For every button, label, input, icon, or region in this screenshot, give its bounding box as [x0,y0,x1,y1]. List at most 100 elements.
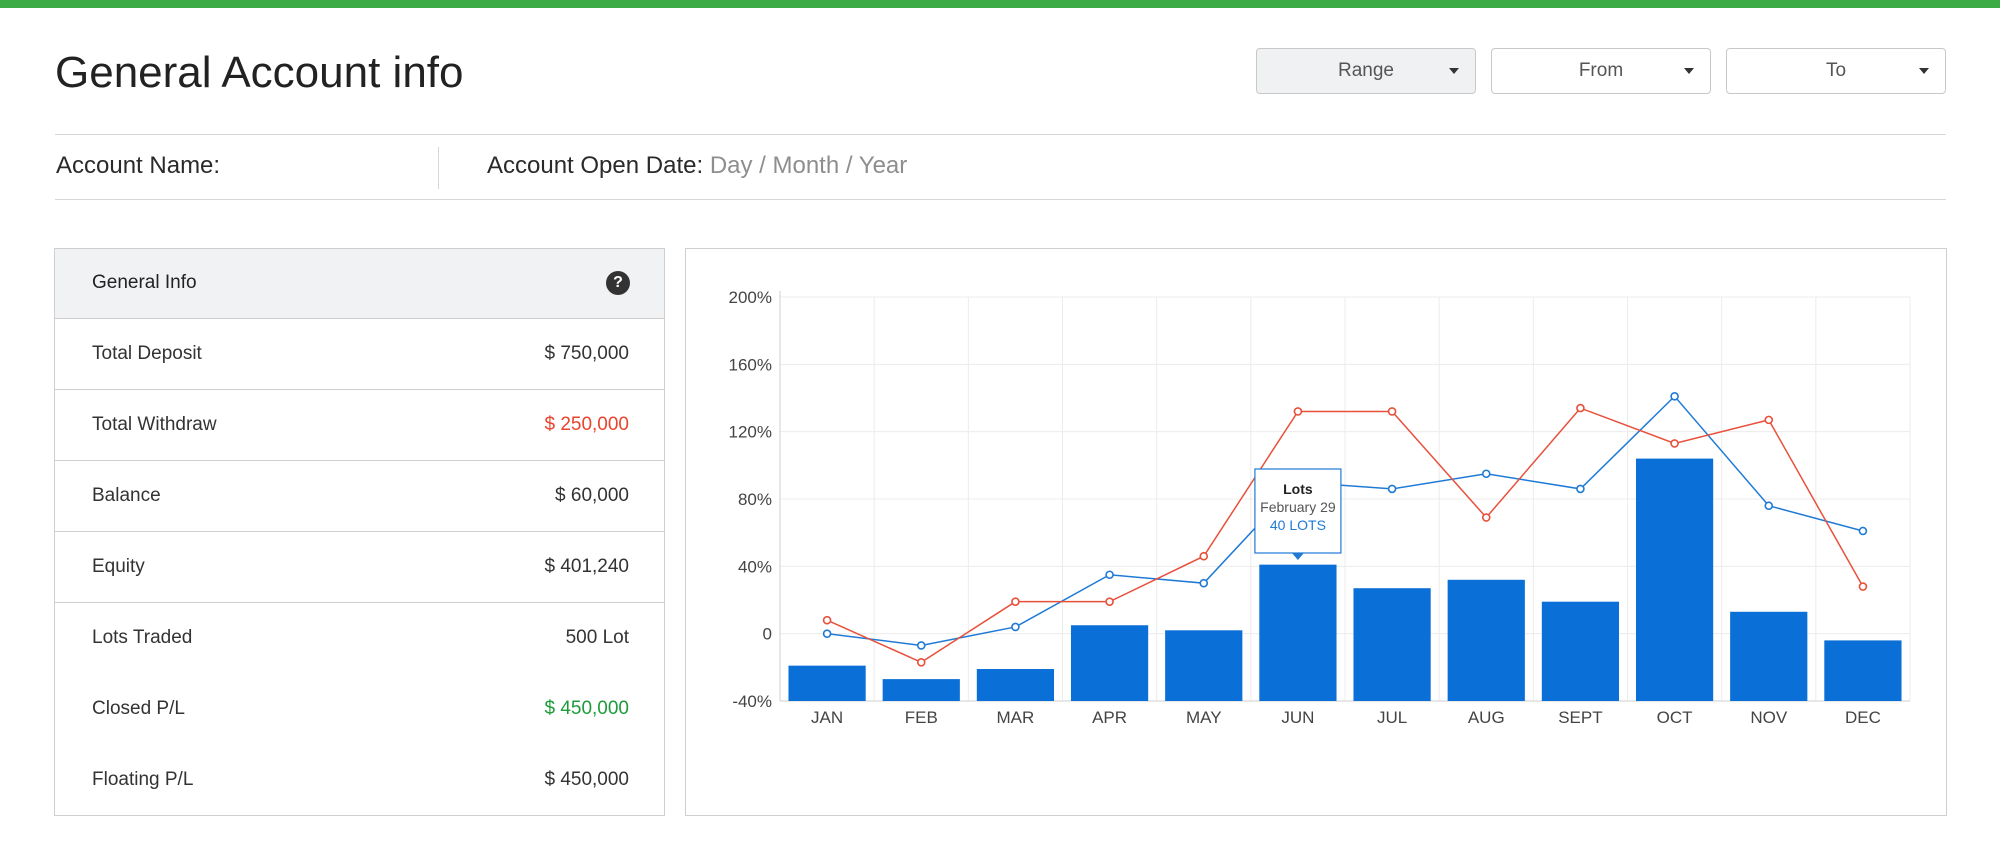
tooltip-title: Lots [1283,481,1313,497]
info-row-label: Total Deposit [92,343,202,364]
general-info-title: General Info [92,272,197,293]
y-tick-label: -40% [732,692,772,711]
divider [55,199,1946,200]
to-dropdown[interactable]: To [1726,48,1946,94]
bar-mar [976,669,1055,701]
series-1-point [1199,578,1209,588]
tooltip-value: 40 LOTS [1270,517,1326,533]
x-tick-label: MAY [1186,708,1222,727]
info-row-equity: Equity $ 401,240 [55,532,664,603]
general-info-header: General Info ? [55,249,664,319]
info-row-value: $ 450,000 [544,698,629,719]
chevron-down-icon [1684,68,1694,74]
series-2-point [1764,415,1774,425]
series-1-point [916,641,926,650]
series-1-point [1764,501,1774,511]
bar-dec [1824,640,1902,701]
series-line-1 [826,395,1864,647]
info-row-floating-pl: Floating P/L $ 450,000 [55,745,664,816]
series-2-point [1858,582,1868,591]
account-open-date-value: Day / Month / Year [709,152,908,179]
series-2-point [1481,513,1491,522]
x-tick-label: JUN [1281,708,1314,727]
info-row-value: $ 401,240 [544,556,629,577]
series-2-point [1387,407,1397,416]
general-info-rows: Total Deposit $ 750,000 Total Withdraw $… [55,319,664,816]
y-tick-label: 200% [729,288,772,307]
range-dropdown[interactable]: Range [1256,48,1476,94]
info-row-label: Balance [92,485,161,506]
general-info-panel: General Info ? Total Deposit $ 750,000 T… [54,248,665,816]
bar-oct [1635,458,1714,701]
info-row-label: Total Withdraw [92,414,217,435]
bar-sept [1541,601,1620,701]
bar-aug [1447,579,1525,701]
series-2-point [1011,597,1020,606]
divider [55,134,1946,135]
x-tick-label: MAR [997,708,1035,727]
series-1-point [822,629,832,638]
y-tick-label: 120% [729,423,772,442]
from-dropdown[interactable]: From [1491,48,1711,94]
bar-jul [1353,588,1431,701]
account-name-label: Account Name: [56,152,221,179]
x-tick-label: OCT [1657,708,1693,727]
bar-apr [1070,625,1149,701]
tooltip-pointer [1291,553,1304,560]
series-1-point [1387,484,1397,494]
series-1-point [1105,570,1114,580]
bar-jan [788,665,866,701]
account-open-date: Account Open Date: Day / Month / Year [487,152,907,180]
series-1-point [1576,484,1585,494]
x-tick-label: FEB [905,708,938,727]
info-row-value: $ 450,000 [544,769,629,790]
info-row-total-withdraw: Total Withdraw $ 250,000 [55,390,664,461]
chevron-down-icon [1919,68,1929,74]
series-1-point [1481,469,1491,479]
info-row-balance: Balance $ 60,000 [55,461,664,532]
tooltip-date: February 29 [1260,499,1336,515]
chart-panel: 200% 160% 120% 80% 40% 0 -40% JAN FEB MAR APR MAY JU… [685,248,1947,816]
chevron-down-icon [1449,68,1459,74]
info-row-total-deposit: Total Deposit $ 750,000 [55,319,664,390]
performance-chart: 200% 160% 120% 80% 40% 0 -40% JAN FEB MAR APR MAY JU… [729,288,1911,727]
info-row-label: Closed P/L [92,698,185,719]
y-tick-label: 0 [763,625,772,644]
x-tick-label: DEC [1845,708,1881,727]
bar-may [1165,630,1243,701]
x-tick-label: APR [1092,708,1127,727]
series-2-point [1670,439,1679,448]
info-row-value: 500 Lot [565,627,629,648]
info-row-label: Lots Traded [92,627,193,648]
series-2-point [1105,597,1114,606]
y-tick-label: 80% [738,490,772,509]
to-dropdown-label: To [1825,60,1847,81]
series-2-point [822,615,832,625]
series-1-point [1858,526,1868,536]
series-1-point [1011,622,1020,632]
y-tick-label: 160% [729,355,772,374]
info-row-value: $ 750,000 [544,343,629,364]
bar-feb [882,679,960,701]
series-2-point [1199,551,1209,561]
series-line-2 [826,407,1864,664]
series-2-point [1576,403,1585,413]
bar-jun [1259,564,1337,701]
info-row-label: Floating P/L [92,769,194,790]
info-row-value: $ 60,000 [555,485,629,506]
x-tick-label: SEPT [1558,708,1602,727]
tooltip-box [1254,468,1342,554]
info-row-label: Equity [92,556,145,577]
x-tick-label: NOV [1750,708,1788,727]
info-row-value: $ 250,000 [544,414,629,435]
x-tick-label: AUG [1468,708,1505,727]
info-row-closed-pl: Closed P/L $ 450,000 [55,674,664,745]
series-2-point [1293,407,1303,416]
page-title: General Account info [55,48,464,97]
help-icon[interactable]: ? [606,271,630,295]
info-row-lots-traded: Lots Traded 500 Lot [55,603,664,674]
y-tick-label: 40% [738,557,772,576]
series-1-point [1670,392,1679,401]
divider [438,147,439,189]
series-2-point [916,657,926,667]
